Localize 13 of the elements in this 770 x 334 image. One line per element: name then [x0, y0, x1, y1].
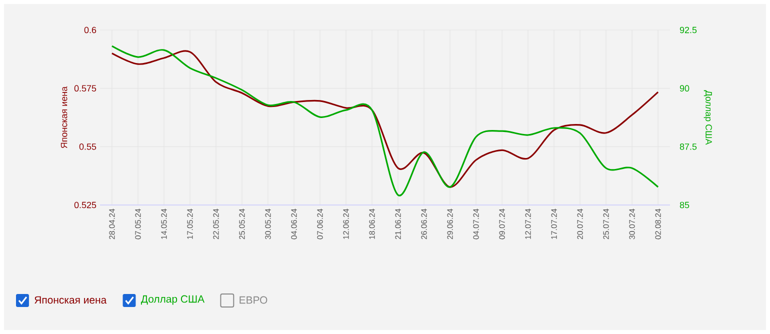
y2-axis-title: Доллар США	[704, 90, 712, 145]
y2-tick-label: 92.5	[680, 26, 697, 34]
y2-tick-label: 87.5	[680, 143, 697, 150]
y2-tick-label: 85	[680, 202, 690, 208]
y-axis-title: Японская иена	[60, 86, 68, 148]
y2-tick-label: 90	[680, 85, 690, 92]
y-tick-label: 0.55	[79, 143, 96, 150]
y-tick-label: 0.525	[74, 202, 96, 208]
y-tick-label: 0.6	[84, 26, 96, 34]
text: Японская иена	[34, 296, 107, 304]
y-tick-label: 0.575	[74, 85, 96, 92]
text: Доллар США	[140, 295, 205, 305]
legend-label: ЕВРО	[240, 296, 268, 304]
